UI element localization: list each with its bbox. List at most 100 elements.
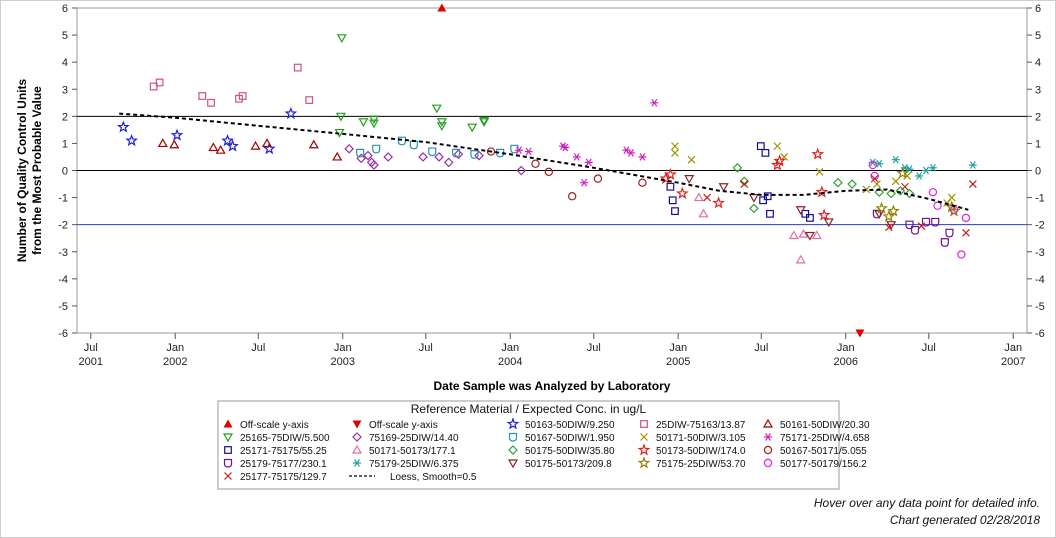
y-tick-label-right: -1 bbox=[1035, 193, 1045, 205]
data-point bbox=[666, 182, 675, 191]
series-15 bbox=[872, 209, 954, 247]
legend-label: 50173-50DIW/174.0 bbox=[656, 446, 746, 457]
series-20 bbox=[703, 174, 977, 237]
x-tick-year-label: 2007 bbox=[1001, 356, 1025, 368]
data-point bbox=[806, 213, 814, 222]
data-point bbox=[933, 201, 942, 210]
series-2 bbox=[116, 106, 298, 155]
legend-label: 50163-50DIW/9.250 bbox=[525, 420, 615, 431]
data-point bbox=[795, 206, 806, 215]
y-tick-label-left: 3 bbox=[62, 84, 68, 96]
legend-title: Reference Material / Expected Conc. in u… bbox=[411, 402, 647, 416]
x-tick-year-label: 2002 bbox=[163, 356, 187, 368]
legend-label: 75175-25DIW/53.70 bbox=[656, 459, 746, 470]
data-point bbox=[891, 155, 900, 164]
legend-swatch bbox=[508, 432, 518, 442]
data-point bbox=[436, 122, 447, 132]
x-axis-title: Date Sample was Analyzed by Laboratory bbox=[434, 379, 671, 393]
y-tick-label-left: -5 bbox=[58, 301, 68, 313]
data-point bbox=[305, 96, 314, 104]
series-1 bbox=[855, 329, 865, 338]
data-point bbox=[671, 142, 679, 151]
x-tick-label: Jan bbox=[334, 342, 352, 354]
data-point bbox=[718, 183, 729, 192]
legend-entry: 25171-75175/55.25 bbox=[224, 446, 327, 457]
data-point bbox=[208, 142, 219, 152]
series-8 bbox=[671, 142, 956, 207]
series-16 bbox=[868, 155, 977, 180]
series-3 bbox=[149, 63, 314, 107]
legend-swatch bbox=[764, 433, 772, 441]
data-point bbox=[638, 153, 647, 161]
data-point bbox=[207, 98, 215, 107]
data-point bbox=[833, 177, 843, 188]
data-point bbox=[531, 159, 540, 168]
legend-swatch bbox=[224, 472, 232, 480]
data-point bbox=[437, 3, 447, 12]
data-point bbox=[671, 207, 679, 216]
data-point bbox=[238, 92, 247, 100]
x-tick-year-label: 2004 bbox=[498, 356, 522, 368]
data-point bbox=[684, 175, 695, 184]
data-point bbox=[712, 196, 725, 209]
data-point bbox=[798, 228, 809, 238]
legend-entry: 50177-50179/156.2 bbox=[763, 458, 867, 470]
data-point bbox=[931, 217, 940, 227]
data-point bbox=[356, 148, 365, 158]
data-point bbox=[811, 230, 822, 240]
data-point bbox=[580, 178, 589, 187]
data-point bbox=[664, 167, 677, 180]
y-tick-label-right: -6 bbox=[1035, 328, 1045, 340]
data-point bbox=[687, 155, 696, 164]
data-point bbox=[479, 118, 490, 127]
legend-swatch bbox=[637, 456, 651, 469]
series-13 bbox=[659, 147, 831, 221]
data-point bbox=[886, 221, 897, 230]
data-point bbox=[891, 177, 900, 186]
data-point bbox=[671, 148, 679, 157]
x-tick-label: Jul bbox=[419, 342, 433, 354]
data-point bbox=[900, 182, 909, 191]
y-tick-label-left: -3 bbox=[58, 247, 68, 259]
legend-swatch bbox=[506, 417, 520, 430]
data-point bbox=[698, 208, 709, 218]
legend-entry: 25DIW-75163/13.87 bbox=[640, 420, 746, 431]
y-tick-label-right: -5 bbox=[1035, 301, 1045, 313]
legend-entry: 50167-50DIW/1.950 bbox=[508, 432, 615, 444]
data-point bbox=[443, 157, 454, 168]
data-point bbox=[344, 143, 354, 154]
data-point bbox=[567, 192, 577, 201]
data-point bbox=[668, 196, 677, 205]
data-point bbox=[773, 154, 787, 167]
series-10 bbox=[666, 142, 814, 222]
legend-label: 50167-50171/5.055 bbox=[780, 446, 867, 457]
legend-label: 75171-25DIW/4.658 bbox=[780, 433, 870, 444]
data-point bbox=[910, 225, 920, 235]
data-point bbox=[766, 209, 774, 218]
data-point bbox=[226, 139, 239, 152]
legend-label: Off-scale y-axis bbox=[240, 420, 309, 431]
data-point bbox=[470, 150, 479, 159]
data-point bbox=[870, 171, 879, 181]
legend-entry: 50167-50171/5.055 bbox=[763, 445, 867, 457]
data-point bbox=[811, 147, 825, 160]
data-point bbox=[514, 146, 523, 155]
data-point bbox=[756, 142, 765, 151]
legend-swatch bbox=[224, 446, 232, 454]
x-tick-year-label: 2003 bbox=[330, 356, 354, 368]
data-point bbox=[817, 208, 831, 221]
y-tick-label-left: -6 bbox=[58, 328, 68, 340]
data-point bbox=[870, 174, 879, 183]
data-point bbox=[198, 92, 207, 100]
x-tick-label: Jan bbox=[1004, 342, 1022, 354]
y-tick-label-left: 2 bbox=[62, 111, 68, 123]
data-point bbox=[748, 193, 759, 203]
data-point bbox=[962, 228, 970, 237]
legend-label: 25179-75177/230.1 bbox=[240, 459, 327, 470]
series-5 bbox=[334, 34, 490, 138]
data-point bbox=[676, 186, 689, 200]
data-point bbox=[886, 188, 897, 199]
data-point bbox=[626, 149, 635, 157]
legend-label: 25177-75175/129.7 bbox=[240, 472, 327, 483]
legend-entry: 75169-25DIW/14.40 bbox=[352, 432, 459, 444]
